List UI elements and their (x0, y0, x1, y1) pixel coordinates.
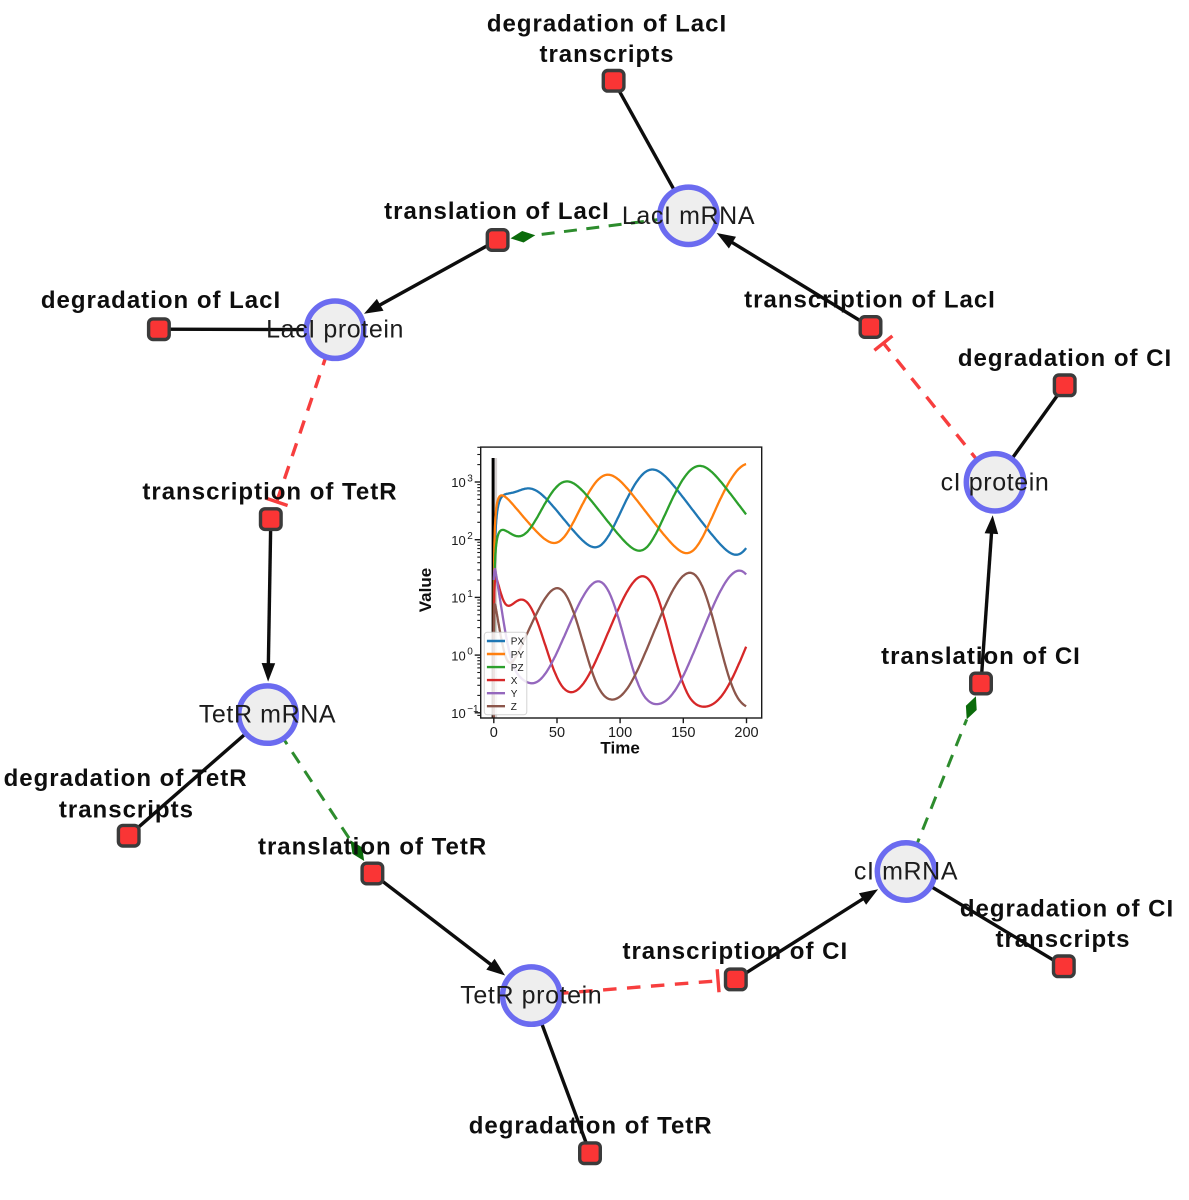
svg-text:X: X (511, 676, 518, 687)
svg-text:150: 150 (671, 725, 695, 741)
svg-text:translation of LacI: translation of LacI (384, 198, 610, 225)
svg-text:transcription of CI: transcription of CI (622, 938, 848, 965)
svg-text:degradation of LacI: degradation of LacI (41, 287, 281, 314)
svg-text:Y: Y (511, 689, 518, 700)
svg-text:10: 10 (451, 533, 465, 548)
svg-text:translation of TetR: translation of TetR (258, 833, 487, 860)
svg-text:LacI protein: LacI protein (266, 316, 404, 344)
svg-text:−1: −1 (467, 704, 479, 715)
svg-text:degradation of CI: degradation of CI (958, 345, 1172, 372)
svg-text:10: 10 (451, 706, 465, 721)
svg-text:TetR mRNA: TetR mRNA (199, 701, 336, 729)
svg-text:translation of CI: translation of CI (881, 643, 1081, 670)
svg-text:PY: PY (511, 650, 525, 661)
svg-text:Time: Time (600, 739, 639, 758)
svg-text:3: 3 (467, 473, 473, 484)
svg-text:Value: Value (416, 568, 435, 612)
svg-text:200: 200 (734, 725, 758, 741)
svg-text:2: 2 (467, 531, 473, 542)
svg-text:degradation of CI: degradation of CI (960, 896, 1174, 923)
svg-text:0: 0 (467, 647, 473, 658)
svg-text:0: 0 (490, 725, 498, 741)
svg-text:transcripts: transcripts (995, 926, 1130, 953)
svg-text:50: 50 (549, 725, 565, 741)
svg-text:degradation of TetR: degradation of TetR (469, 1112, 713, 1139)
svg-text:TetR protein: TetR protein (460, 982, 602, 1010)
svg-text:10: 10 (451, 648, 465, 663)
svg-text:10: 10 (451, 591, 465, 606)
svg-text:10: 10 (451, 475, 465, 490)
svg-text:transcription of TetR: transcription of TetR (142, 479, 397, 506)
svg-text:transcripts: transcripts (59, 797, 194, 824)
svg-text:PX: PX (511, 637, 525, 648)
svg-text:transcripts: transcripts (539, 41, 674, 68)
svg-text:1: 1 (467, 589, 473, 600)
svg-text:degradation of LacI: degradation of LacI (487, 11, 727, 38)
svg-text:Z: Z (511, 702, 517, 713)
svg-text:100: 100 (608, 725, 632, 741)
svg-text:degradation of TetR: degradation of TetR (4, 765, 248, 792)
svg-text:PZ: PZ (511, 663, 524, 674)
svg-text:cI mRNA: cI mRNA (854, 858, 958, 886)
svg-text:transcription of LacI: transcription of LacI (744, 286, 996, 313)
svg-text:cI protein: cI protein (941, 468, 1050, 496)
svg-text:LacI mRNA: LacI mRNA (622, 202, 755, 230)
